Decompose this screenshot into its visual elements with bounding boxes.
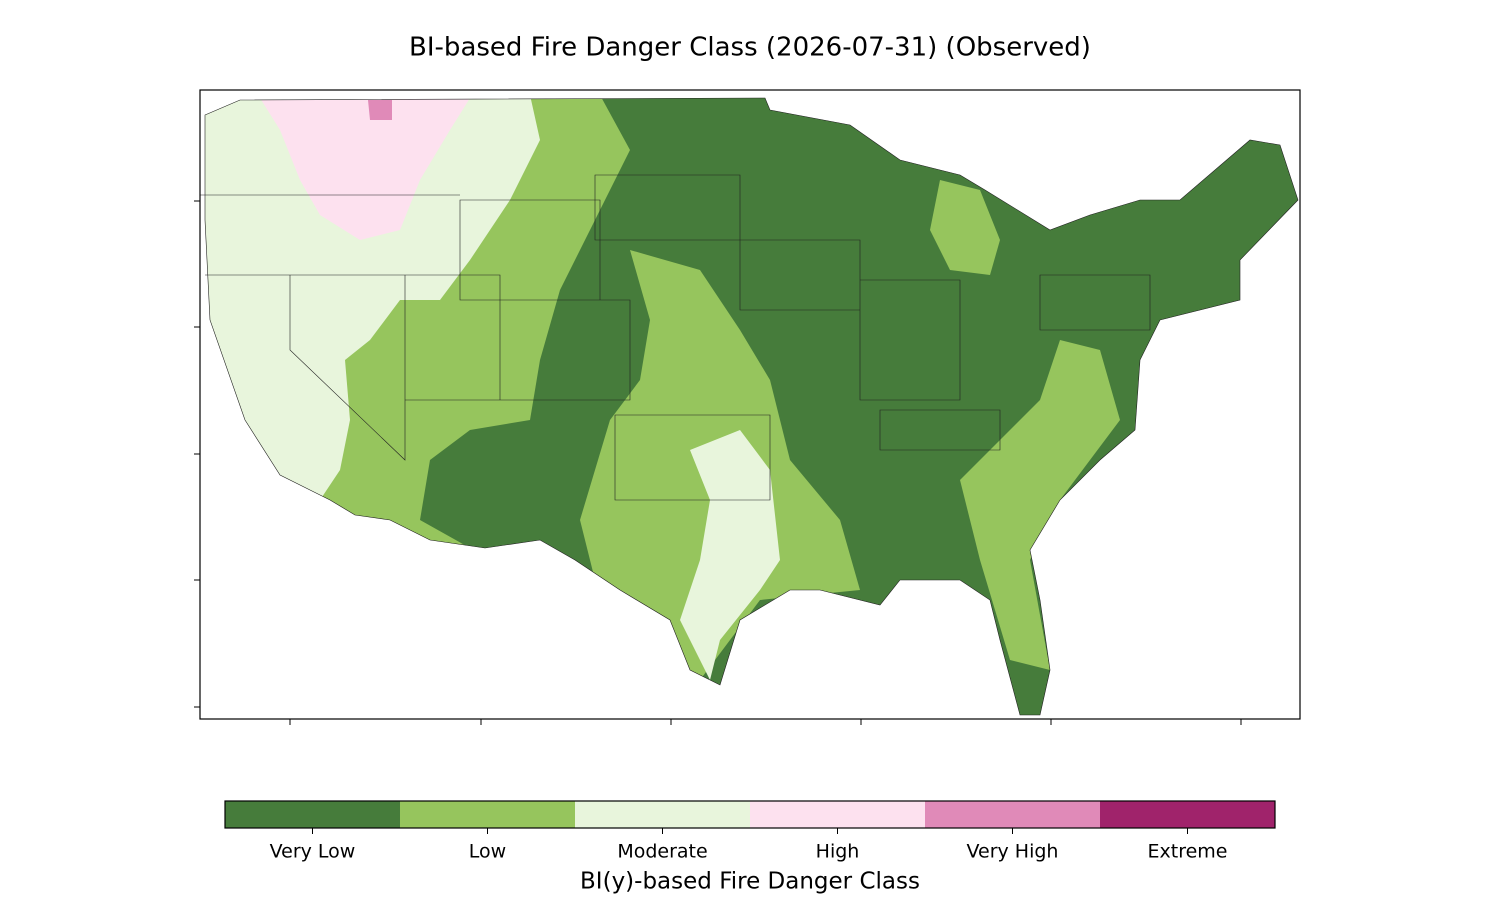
axis-ticks bbox=[194, 200, 1242, 725]
region bbox=[368, 100, 392, 120]
region bbox=[680, 430, 780, 680]
colorbar-tick-label: High bbox=[816, 841, 860, 863]
colorbar-label: BI(y)-based Fire Danger Class bbox=[580, 869, 920, 895]
map-frame bbox=[199, 89, 1301, 720]
map bbox=[205, 98, 1298, 715]
title: BI-based Fire Danger Class (2026-07-31) … bbox=[409, 33, 1091, 63]
state-borders bbox=[200, 174, 1151, 501]
colorbar-segment bbox=[750, 801, 925, 828]
colorbar-segment bbox=[400, 801, 575, 828]
colorbar-segment bbox=[225, 801, 400, 828]
colorbar-tick-label: Low bbox=[469, 841, 506, 863]
colorbar-tick-label: Very High bbox=[967, 841, 1059, 863]
colorbar-tick-label: Extreme bbox=[1148, 841, 1228, 863]
colorbar-frame bbox=[224, 800, 1276, 829]
colorbar-segment bbox=[1100, 801, 1275, 828]
colorbar-tick-label: Very Low bbox=[270, 841, 356, 863]
region bbox=[960, 340, 1120, 670]
region bbox=[930, 180, 1000, 275]
colorbar-segment bbox=[925, 801, 1100, 828]
colorbar-segment bbox=[575, 801, 750, 828]
colorbar: Very Low Low Moderate High Very High Extreme bbox=[224, 800, 1276, 863]
colorbar-tick-label: Moderate bbox=[617, 841, 707, 863]
region bbox=[205, 98, 540, 500]
region bbox=[260, 98, 470, 240]
